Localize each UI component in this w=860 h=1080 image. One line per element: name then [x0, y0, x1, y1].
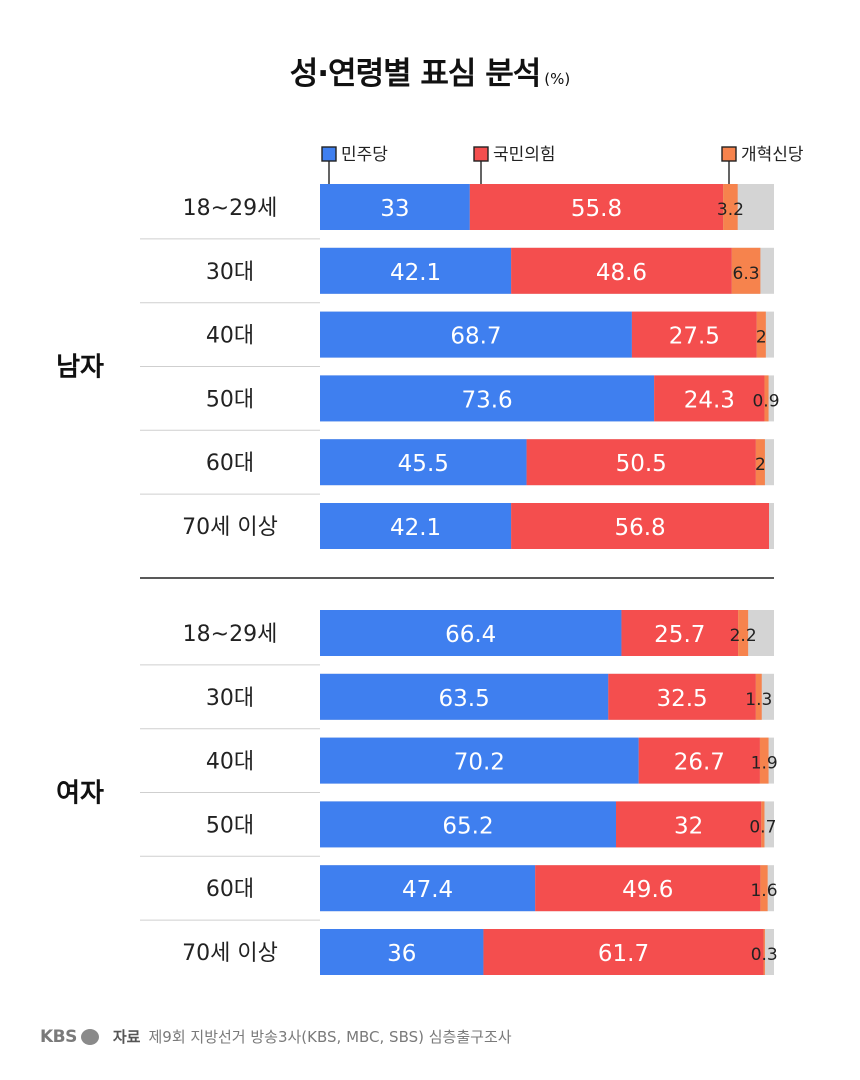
- bar-segment-2: [654, 375, 765, 422]
- group-label-2: 여자: [56, 779, 104, 809]
- legend-label-1: 민주당: [341, 145, 388, 165]
- kbs-logo-icon: [80, 1028, 99, 1045]
- bar-segment-2: [483, 929, 764, 975]
- bar-segment-1: [320, 865, 536, 912]
- chart-unit: (%): [544, 70, 571, 88]
- bar-segment-3: [759, 737, 769, 784]
- bar-segment-3: [760, 865, 768, 912]
- value-label-2: 49.6: [622, 877, 673, 903]
- source-text: 제9회 지방선거 방송3사(KBS, MBC, SBS) 심층출구조사: [148, 1028, 512, 1046]
- legend-swatch-3: [721, 146, 737, 162]
- bar-segment-2: [638, 737, 760, 784]
- row-label: 40대: [206, 324, 254, 349]
- bar-segment-1: [320, 375, 655, 422]
- value-label-1: 36: [387, 941, 416, 967]
- value-label-1: 65.2: [442, 813, 493, 839]
- chart-title-text: 성·연령별 표심 분석: [289, 56, 542, 92]
- bar-segment-1: [320, 929, 484, 975]
- value-label-1: 73.6: [461, 387, 512, 413]
- bar-segment-3: [763, 929, 765, 975]
- value-label-2: 61.7: [598, 941, 649, 967]
- value-label-3: 1.3: [745, 690, 772, 710]
- value-label-2: 48.6: [596, 260, 647, 286]
- row-label: 50대: [206, 387, 254, 412]
- legend-label-2: 국민의힘: [493, 145, 556, 165]
- value-label-3: 1.6: [750, 881, 777, 901]
- value-label-3: 2: [755, 455, 766, 475]
- bar-segment-1: [320, 610, 622, 656]
- row-label: 18~29세: [183, 622, 278, 647]
- bar-segment-1: [320, 801, 617, 848]
- value-label-1: 47.4: [402, 877, 453, 903]
- footer: KBS 자료 제9회 지방선거 방송3사(KBS, MBC, SBS) 심층출구…: [40, 1026, 512, 1047]
- bar-segment-2: [535, 865, 761, 912]
- bar-segment-1: [320, 673, 609, 720]
- value-label-2: 27.5: [669, 324, 720, 350]
- value-label-3: 2: [756, 328, 767, 348]
- bar-segment-3: [764, 375, 769, 422]
- bar-segment-2: [621, 610, 739, 656]
- value-label-3: 6.3: [733, 264, 760, 284]
- value-label-2: 55.8: [571, 196, 622, 222]
- value-label-3: 1.9: [751, 754, 778, 774]
- group-label-1: 남자: [56, 353, 104, 383]
- bar-segment-1: [320, 184, 470, 230]
- value-label-1: 63.5: [439, 686, 490, 712]
- value-label-3: 0.7: [749, 817, 776, 837]
- row-label: 40대: [206, 750, 254, 775]
- row-label: 50대: [206, 813, 254, 838]
- row-label: 70세 이상: [182, 515, 278, 540]
- bar-segment-3: [756, 311, 766, 358]
- bar-segment-2: [469, 184, 724, 230]
- bar-segment-1: [320, 737, 639, 784]
- value-label-2: 32: [674, 813, 703, 839]
- value-label-1: 66.4: [445, 622, 496, 648]
- bar-segment-3: [731, 247, 761, 294]
- row-label: 60대: [206, 877, 254, 902]
- value-label-3: 3.2: [717, 200, 744, 220]
- row-label: 30대: [206, 686, 254, 711]
- bar-segment-3: [738, 610, 749, 656]
- bar-segment-2: [616, 801, 762, 848]
- bar-segment-3: [755, 439, 765, 486]
- bar-segment-2: [511, 503, 770, 549]
- bar-segment-3: [755, 673, 762, 720]
- value-label-1: 70.2: [454, 750, 505, 776]
- bar-segment-1: [320, 247, 512, 294]
- row-label: 30대: [206, 260, 254, 285]
- bar-segment-1: [320, 439, 527, 486]
- bar-segment-2: [608, 673, 756, 720]
- value-label-2: 24.3: [684, 387, 735, 413]
- value-label-1: 33: [380, 196, 409, 222]
- bar-segment-1: [320, 503, 512, 549]
- value-label-3: 0.3: [751, 945, 778, 965]
- value-label-2: 56.8: [614, 515, 665, 541]
- row-label: 18~29세: [183, 196, 278, 221]
- chart-title: 성·연령별 표심 분석 (%): [0, 48, 860, 93]
- value-label-1: 45.5: [398, 451, 449, 477]
- value-label-1: 42.1: [390, 515, 441, 541]
- legend-label-3: 개혁신당: [741, 145, 804, 165]
- value-label-1: 42.1: [390, 260, 441, 286]
- value-label-3: 0.9: [752, 391, 779, 411]
- bar-segment-3: [761, 801, 765, 848]
- bar-segment-3: [723, 184, 738, 230]
- bar-segment-1: [320, 311, 632, 358]
- kbs-logo: KBS: [40, 1026, 77, 1047]
- value-label-2: 26.7: [674, 750, 725, 776]
- value-label-3: 2.2: [730, 626, 757, 646]
- bar-segment-2: [526, 439, 756, 486]
- legend-swatch-1: [321, 146, 337, 162]
- value-label-2: 50.5: [616, 451, 667, 477]
- row-label: 60대: [206, 451, 254, 476]
- value-label-2: 32.5: [656, 686, 707, 712]
- bar-segment-2: [631, 311, 757, 358]
- legend-swatch-2: [473, 146, 489, 162]
- value-label-1: 68.7: [450, 324, 501, 350]
- source-label: 자료: [112, 1028, 141, 1046]
- value-label-2: 25.7: [654, 622, 705, 648]
- row-label: 70세 이상: [182, 941, 278, 966]
- bar-segment-2: [511, 247, 732, 294]
